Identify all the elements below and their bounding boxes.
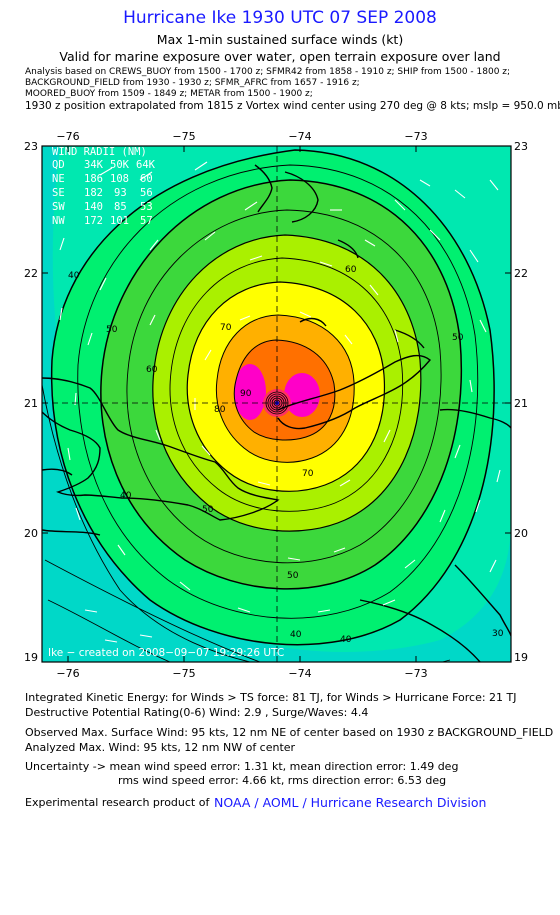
bahamas-coastline-3 [337,239,359,259]
cuba-east-coastline [277,354,431,430]
wind-radii-header-34k: 34K [84,159,104,171]
analysis-sources-line-2: BACKGROUND_FIELD from 1930 - 1930 z; SFM… [25,78,360,88]
wind-radii-quadrant: SE [52,187,65,199]
lon-label-top: −73 [404,130,427,143]
cuba-coastline [42,377,280,521]
lon-label-top: −75 [172,130,195,143]
contour-label: 70 [302,469,314,479]
wind-radii-value: 172 [84,215,103,227]
west-coastline [42,529,101,536]
contour-label: 50 [452,333,464,343]
south-land-coastline [359,599,481,662]
wind-radii-value: 53 [140,201,153,213]
hispaniola-coastline [439,408,511,429]
frame-ticks [42,146,511,662]
contour-label: 70 [220,323,232,333]
eyewall-max-lobe-west [234,364,266,420]
contour-label: 90 [240,389,252,399]
lat-label-left: 20 [24,527,38,540]
destructive-potential-stat: Destructive Potential Rating(0-6) Wind: … [25,706,369,719]
contour-label: 30 [492,629,504,639]
isotach-contours [42,149,495,662]
wind-radii-value: 182 [84,187,103,199]
ike-stat: Integrated Kinetic Energy: for Winds > T… [25,691,517,704]
contour-label: 40 [68,271,80,281]
uncertainty-line-1: Uncertainty -> mean wind speed error: 1.… [25,760,459,773]
wind-radii-value: 60 [140,173,153,185]
lat-label-right: 23 [514,140,528,153]
lat-label-left: 19 [24,651,38,664]
wind-radii-value: 57 [140,215,153,227]
analysis-sources-line-1: Analysis based on CREWS_BUOY from 1500 -… [25,67,511,77]
graticule [42,146,511,662]
lat-label-left: 23 [24,140,38,153]
page-title: Hurricane Ike 1930 UTC 07 SEP 2008 [123,8,437,28]
lon-label-bottom: −76 [56,667,79,680]
contour-labels: 40 50 60 70 80 90 40 50 60 70 40 50 30 4… [68,265,504,645]
lat-label-left: 22 [24,267,38,280]
coastlines [42,164,511,662]
lat-label-right: 21 [514,397,528,410]
lat-label-right: 19 [514,651,528,664]
bahamas-coastline-2 [284,171,319,223]
bahamas-coastline-4 [299,317,327,327]
lon-label-top: −76 [56,130,79,143]
wind-radii-value: 85 [114,201,127,213]
map-subtitle: Max 1-min sustained surface winds (kt) [156,32,404,47]
wind-vectors [59,161,501,643]
lon-label-top: −74 [288,130,311,143]
wind-radii-value: 140 [84,201,103,213]
wind-radii-value: 93 [114,187,127,199]
wind-radii-quadrant: NE [52,173,65,185]
lat-label-right: 20 [514,527,528,540]
lon-label-bottom: −74 [288,667,311,680]
cayman-coastline [42,468,73,476]
contour-label: 40 [290,630,302,640]
analyzed-max-wind: Analyzed Max. Wind: 95 kts, 12 nm NW of … [25,741,296,754]
lon-label-bottom: −75 [172,667,195,680]
credit-organization-link[interactable]: NOAA / AOML / Hurricane Research Divisio… [214,795,487,810]
wind-radii-title: WIND RADII (NM) [52,146,147,158]
lon-label-bottom: −73 [404,667,427,680]
wind-radii-quadrant: SW [52,201,65,213]
wind-radii-value: 56 [140,187,153,199]
bahamas-coastline-5 [394,329,425,349]
contour-label: 50 [202,505,214,515]
eyewall-max-lobe-east [284,373,320,417]
contour-label: 80 [214,405,226,415]
contour-label: 40 [340,635,352,645]
wind-radii-header-50k: 50K [110,159,130,171]
lat-label-left: 21 [24,397,38,410]
credit-prefix: Experimental research product of [25,796,210,809]
contour-label: 50 [106,325,118,335]
validity-note: Valid for marine exposure over water, op… [59,49,501,64]
wind-radii-table: WIND RADII (NM) QD 34K 50K 64K NE 186 10… [52,146,156,227]
position-note: 1930 z position extrapolated from 1815 z… [25,100,560,112]
wind-radii-header-64k: 64K [136,159,156,171]
wind-radii-quadrant: NW [52,215,65,227]
lat-label-right: 22 [514,267,528,280]
bahamas-coastline-1 [254,164,273,213]
wind-radii-value: 108 [110,173,129,185]
contour-label: 60 [345,265,357,275]
contour-label: 50 [287,571,299,581]
wind-radii-value: 101 [110,215,129,227]
wind-radii-header-qd: QD [52,159,65,171]
contour-label: 60 [146,365,158,375]
wind-radii-value: 186 [84,173,103,185]
map-frame [41,145,512,663]
analysis-sources-line-3: MOORED_BUOY from 1509 - 1849 z; METAR fr… [25,89,313,99]
haiti-coastline [454,564,511,637]
created-timestamp: Ike − created on 2008−09−07 19:29:26 UTC [48,647,284,659]
uncertainty-line-2: rms wind speed error: 4.66 kt, rms direc… [118,774,447,787]
observed-max-wind: Observed Max. Surface Wind: 95 kts, 12 n… [25,726,554,739]
contour-label: 40 [120,491,132,501]
